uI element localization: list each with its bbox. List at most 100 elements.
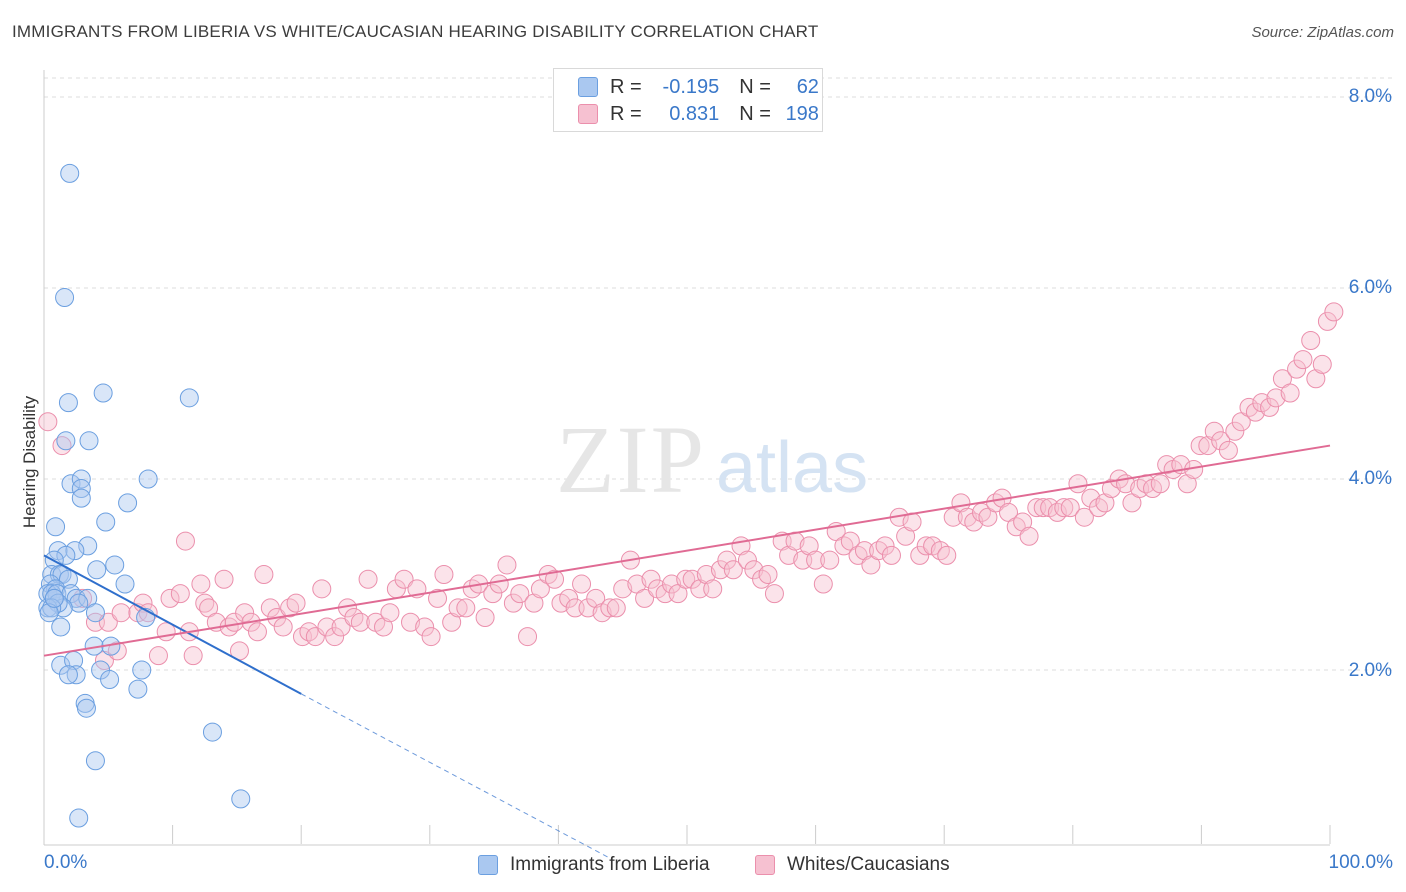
whites-point — [937, 545, 957, 565]
y-tick-label: 2.0% — [1348, 660, 1392, 681]
bottom-legend-whites: Whites/Caucasians — [755, 852, 950, 878]
whites-point — [475, 607, 495, 627]
liberia-point — [115, 574, 135, 594]
whites-point — [1324, 302, 1344, 322]
whites-point — [606, 598, 626, 618]
liberia-point — [179, 388, 199, 408]
liberia-point — [118, 493, 138, 513]
x-tick-label: 100.0% — [1328, 852, 1393, 873]
whites-point — [578, 598, 598, 618]
whites-point — [696, 565, 716, 584]
whites-point — [428, 588, 448, 608]
liberia-point — [55, 288, 75, 308]
legend-swatch-pink — [578, 104, 598, 124]
liberia-point — [39, 603, 59, 623]
whites-point — [214, 569, 234, 589]
whites-point — [682, 569, 702, 589]
liberia-point — [69, 593, 89, 613]
whites-point — [1204, 421, 1224, 441]
whites-point — [380, 603, 400, 623]
source-label: Source: ZipAtlas.com — [1251, 24, 1394, 41]
whites-point — [799, 536, 819, 556]
watermark-atlas: atlas — [716, 428, 868, 508]
whites-point — [503, 593, 523, 613]
whites-point — [456, 598, 476, 618]
liberia-point — [202, 722, 222, 742]
whites-point — [1218, 440, 1238, 460]
whites-point — [1095, 493, 1115, 513]
bottom-legend-label: Whites/Caucasians — [787, 854, 950, 875]
whites-point — [1198, 436, 1218, 456]
whites-point — [916, 536, 936, 556]
liberia-point — [96, 512, 116, 532]
liberia-point — [71, 479, 91, 499]
whites-point — [723, 560, 743, 580]
liberia-point — [56, 545, 76, 565]
legend-n-label: N = — [739, 102, 771, 125]
legend-n-value: 62 — [796, 75, 819, 98]
whites-point — [1068, 474, 1088, 494]
whites-point — [247, 622, 267, 642]
whites-point — [662, 574, 682, 594]
whites-point — [350, 612, 370, 632]
whites-point — [98, 612, 118, 632]
whites-point — [1312, 354, 1332, 374]
watermark-zip: ZIP — [556, 406, 706, 513]
liberia-point — [71, 488, 91, 508]
whites-point — [1280, 383, 1300, 403]
whites-point — [1245, 402, 1265, 422]
x-tick-label: 0.0% — [44, 852, 88, 873]
whites-point — [1054, 498, 1074, 518]
whites-point — [235, 603, 255, 623]
whites-point — [1225, 421, 1245, 441]
whites-point — [260, 598, 280, 618]
whites-point — [806, 550, 826, 570]
whites-point — [442, 612, 462, 632]
whites-point — [896, 526, 916, 546]
liberia-point — [85, 751, 105, 771]
bottom-legend-swatch-blue — [478, 855, 498, 875]
liberia-point — [138, 469, 158, 489]
whites-point — [1150, 474, 1170, 494]
legend-r-value: 0.831 — [669, 102, 720, 125]
whites-point — [559, 588, 579, 608]
liberia-point — [93, 383, 113, 403]
liberia-points — [38, 163, 251, 828]
whites-point — [737, 550, 757, 570]
whites-point — [331, 617, 351, 637]
whites-point — [1101, 479, 1121, 499]
whites-point — [421, 627, 441, 647]
whites-point — [820, 550, 840, 570]
bottom-legend-liberia: Immigrants from Liberia — [478, 852, 710, 878]
whites-point — [358, 569, 378, 589]
liberia-point — [132, 660, 152, 680]
whites-point — [1266, 388, 1286, 408]
whites-point — [524, 593, 544, 613]
whites-point — [881, 545, 901, 565]
whites-point — [758, 565, 778, 584]
bottom-legend-swatch-pink — [755, 855, 775, 875]
whites-point — [325, 627, 345, 647]
whites-point — [779, 545, 799, 565]
whites-point — [1306, 369, 1326, 389]
whites-point — [586, 588, 606, 608]
whites-point — [38, 412, 58, 432]
liberia-point — [46, 517, 66, 537]
liberia-point — [231, 789, 251, 809]
whites-point — [286, 593, 306, 613]
liberia-point — [51, 655, 71, 675]
whites-caucasians-points — [38, 302, 1344, 670]
legend-n-label: N = — [739, 75, 771, 98]
whites-point — [483, 584, 503, 604]
whites-point — [600, 598, 620, 618]
liberia-point — [87, 560, 107, 580]
whites-point — [572, 574, 592, 594]
liberia-point — [128, 679, 148, 699]
whites-point — [489, 574, 509, 594]
legend-row-liberia: R = -0.195 N = 62 — [578, 75, 819, 99]
whites-point — [703, 579, 723, 599]
whites-point — [1287, 359, 1307, 379]
whites-point — [1019, 526, 1039, 546]
whites-point — [510, 584, 530, 604]
